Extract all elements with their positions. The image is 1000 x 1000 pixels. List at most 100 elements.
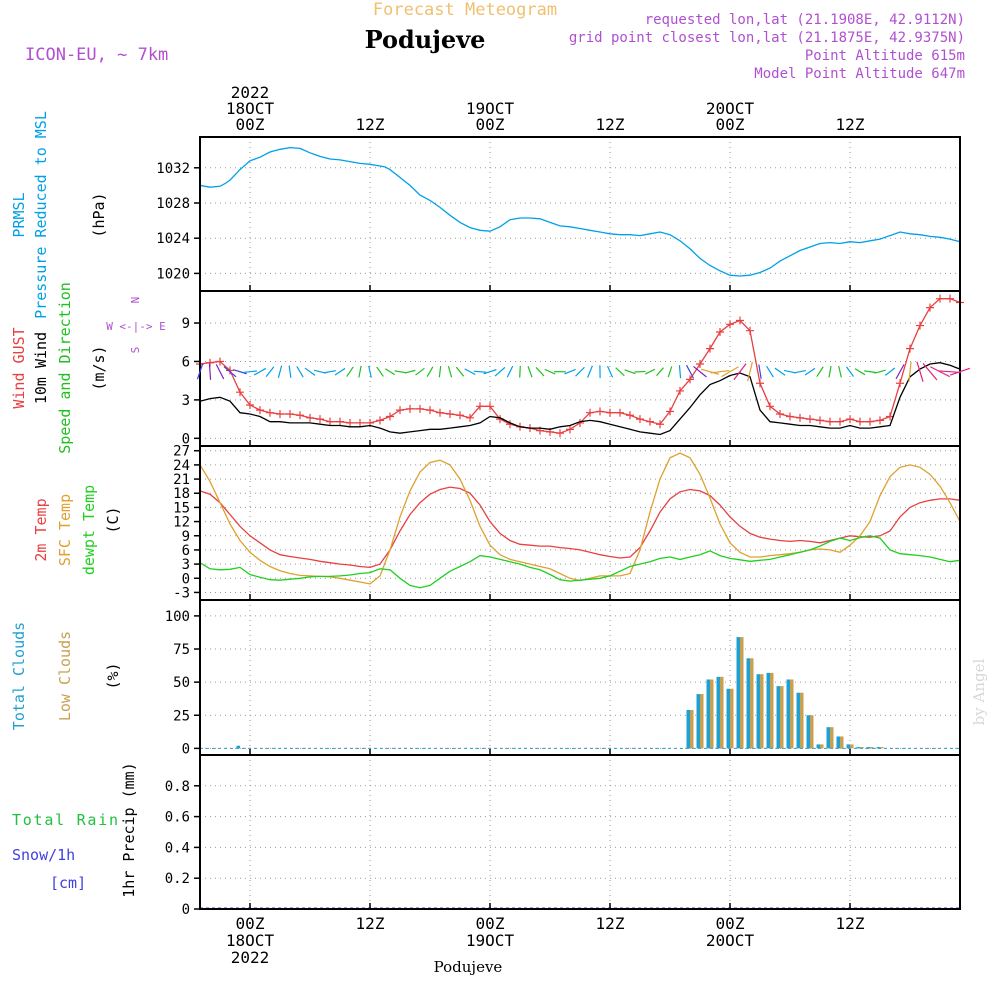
wind-arrow bbox=[473, 370, 487, 373]
wind-arrow bbox=[404, 369, 416, 374]
gust-marker bbox=[666, 407, 674, 416]
gust-marker bbox=[936, 294, 944, 303]
low-cloud-bar bbox=[760, 674, 764, 749]
requested-coords: requested lon,lat (21.1908E, 42.9112N) bbox=[645, 12, 965, 28]
wind-arrow bbox=[483, 369, 497, 375]
wind-arrow bbox=[949, 367, 971, 376]
wind-arrow bbox=[922, 363, 938, 381]
total-cloud-bar bbox=[806, 715, 810, 749]
panel-frame-pressure bbox=[199, 136, 961, 292]
y-tick-label: 21 bbox=[173, 472, 190, 488]
wind-arrow bbox=[634, 370, 646, 373]
y-tick-label: 0 bbox=[182, 571, 190, 587]
wind-arrow bbox=[215, 364, 225, 380]
wind-unit: (m/s) bbox=[90, 345, 108, 390]
x-axis-bottom-label: 19OCT bbox=[466, 931, 515, 950]
gust-marker bbox=[816, 416, 824, 425]
gust-marker bbox=[856, 417, 864, 426]
y-tick-label: 0 bbox=[182, 902, 190, 918]
compass-south: S bbox=[129, 347, 142, 354]
y-tick-label: 12 bbox=[173, 515, 190, 531]
y-tick-label: 0.6 bbox=[165, 810, 190, 826]
wind-arrow bbox=[358, 365, 362, 378]
gust-marker bbox=[846, 415, 854, 424]
wind-arrow bbox=[758, 364, 762, 379]
speed-direction-label: Speed and Direction bbox=[56, 282, 74, 454]
wind-arrow bbox=[265, 366, 275, 378]
gust-marker bbox=[566, 425, 574, 434]
wind-arrow bbox=[864, 370, 876, 374]
low-cloud-bar bbox=[790, 679, 794, 749]
gust-marker bbox=[806, 415, 814, 424]
wind-arrow bbox=[874, 369, 886, 374]
temp-unit: (C) bbox=[104, 506, 122, 533]
y-tick-label: 0.8 bbox=[165, 779, 190, 795]
wind-arrow bbox=[838, 365, 842, 378]
x-axis-bottom-label: 20OCT bbox=[706, 931, 755, 950]
gust-marker bbox=[406, 404, 414, 413]
wind-arrow bbox=[394, 370, 406, 374]
x-axis-bottom-label: 12Z bbox=[836, 914, 865, 933]
y-tick-label: -3 bbox=[173, 585, 190, 601]
gust-marker bbox=[486, 402, 494, 411]
wind-arrow bbox=[733, 363, 747, 381]
wind-arrow bbox=[288, 365, 292, 378]
model-label: ICON-EU, ~ 7km bbox=[25, 45, 168, 65]
gust-marker bbox=[716, 327, 724, 336]
gust-marker bbox=[346, 418, 354, 427]
total-cloud-bar bbox=[236, 745, 240, 749]
gust-marker bbox=[396, 406, 404, 415]
wind-arrow bbox=[644, 368, 656, 375]
series-2m-temp bbox=[199, 486, 961, 569]
x-axis-top-label: 00Z bbox=[476, 115, 505, 134]
total-cloud-bar bbox=[786, 679, 790, 749]
wind-arrow bbox=[816, 366, 824, 377]
wind-arrow bbox=[296, 366, 304, 378]
y-tick-label: 25 bbox=[173, 708, 190, 724]
temp-2m-label: 2m Temp bbox=[32, 498, 50, 561]
x-axis-top-label: 12Z bbox=[356, 115, 385, 134]
total-cloud-bar bbox=[816, 744, 820, 749]
total-cloud-bar bbox=[836, 736, 840, 749]
total-cloud-bar bbox=[706, 679, 710, 749]
wind-arrow bbox=[535, 367, 545, 377]
gust-marker bbox=[676, 386, 684, 395]
wind-arrow bbox=[667, 366, 673, 378]
low-cloud-bar bbox=[750, 658, 754, 749]
wind-arrow bbox=[693, 365, 707, 378]
series-wind-gust bbox=[199, 298, 961, 434]
wind-10m-label: 10m Wind bbox=[32, 332, 50, 404]
x-axis-bottom-label: 12Z bbox=[356, 914, 385, 933]
wind-arrow bbox=[884, 367, 896, 376]
gust-marker bbox=[766, 402, 774, 411]
panel-frame-clouds bbox=[199, 599, 961, 756]
point-altitude: Point Altitude 615m bbox=[805, 48, 965, 64]
wind-arrow bbox=[447, 365, 453, 378]
pressure-unit: (hPa) bbox=[90, 192, 108, 237]
y-tick-label: 0 bbox=[182, 741, 190, 757]
wind-arrow bbox=[376, 366, 384, 377]
gust-marker bbox=[616, 408, 624, 417]
gust-marker bbox=[606, 408, 614, 417]
total-cloud-bar bbox=[826, 727, 830, 749]
wind-arrow bbox=[895, 364, 905, 380]
wind-gust-label: Wind GUST bbox=[10, 327, 28, 408]
wind-arrow bbox=[678, 365, 682, 379]
low-cloud-bar bbox=[850, 744, 854, 749]
gust-marker bbox=[596, 407, 604, 416]
x-axis-top-label: 18OCT bbox=[226, 99, 275, 118]
wind-arrow bbox=[804, 367, 816, 376]
wind-arrow bbox=[415, 367, 425, 376]
total-cloud-bar bbox=[796, 692, 800, 749]
low-cloud-bar bbox=[860, 747, 864, 749]
gust-marker bbox=[656, 420, 664, 429]
gust-marker bbox=[926, 303, 934, 312]
wind-arrow bbox=[606, 365, 614, 378]
wind-arrow bbox=[277, 365, 283, 378]
wind-arrow bbox=[774, 367, 786, 376]
wind-arrow bbox=[304, 367, 316, 376]
low-cloud-bar bbox=[880, 747, 884, 749]
total-cloud-bar bbox=[716, 676, 720, 749]
wind-arrow bbox=[223, 366, 237, 378]
